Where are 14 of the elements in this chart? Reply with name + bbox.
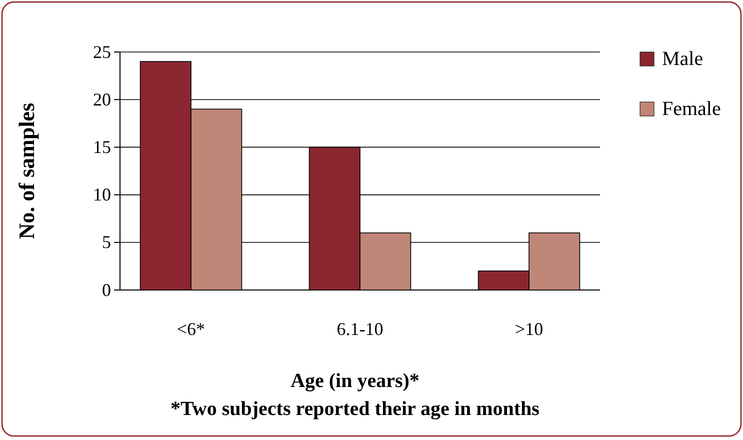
y-tick-label: 10 <box>93 184 111 205</box>
legend-label: Female <box>662 98 721 120</box>
y-tick-label: 5 <box>102 232 111 252</box>
y-tick-label: 0 <box>102 280 111 300</box>
y-tick-label: 25 <box>93 42 111 62</box>
y-tick-label: 15 <box>93 136 111 157</box>
x-tick-label: 6.1-10 <box>336 318 384 339</box>
y-axis-title: No. of samples <box>14 102 39 240</box>
x-tick-label: <6* <box>176 318 206 339</box>
legend-label: Male <box>662 48 704 70</box>
text: *Two subjects reported their age in months <box>170 398 540 420</box>
y-tick-label: 20 <box>93 89 111 110</box>
x-tick-label: >10 <box>514 318 544 339</box>
x-axis-title: Age (in years)* <box>290 370 420 392</box>
